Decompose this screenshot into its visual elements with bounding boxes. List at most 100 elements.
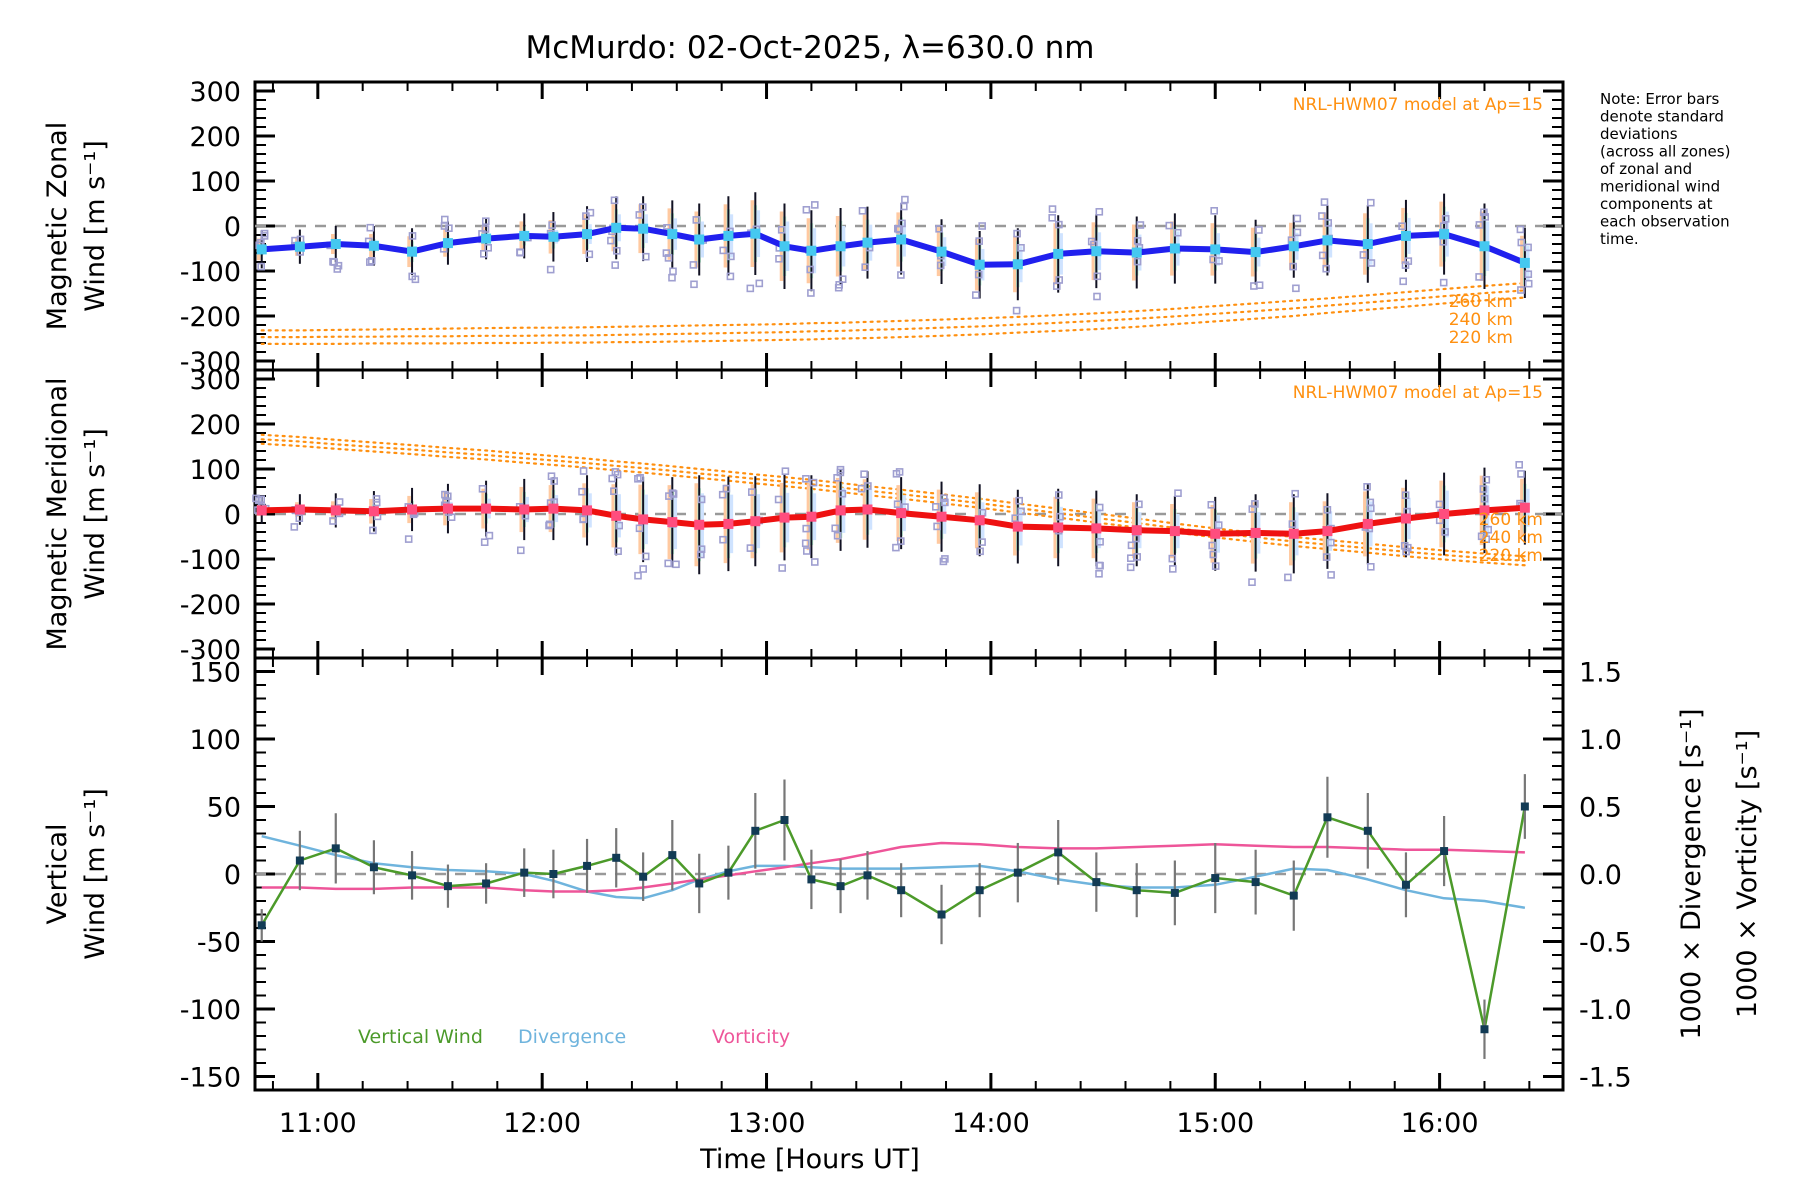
- scatter-point: [976, 547, 984, 556]
- data-marker: [442, 503, 453, 514]
- scatter-point: [1165, 221, 1174, 230]
- hwm07-model-curve: [260, 296, 1526, 345]
- scatter-point: [365, 258, 374, 266]
- scatter-point: [260, 229, 269, 238]
- data-marker: [548, 503, 559, 514]
- data-marker: [1091, 523, 1102, 534]
- scatter-point: [547, 472, 556, 481]
- data-marker: [836, 882, 845, 891]
- data-marker: [1092, 878, 1101, 887]
- scatter-point: [1015, 496, 1024, 505]
- scatter-point: [719, 535, 727, 544]
- data-marker: [1288, 528, 1299, 539]
- scatter-point: [1322, 264, 1330, 273]
- right-y-tick-label: -0.5: [1579, 928, 1632, 959]
- scatter-point: [1516, 225, 1525, 234]
- scatter-point: [777, 226, 786, 234]
- data-marker: [1169, 526, 1180, 537]
- scatter-point: [1327, 538, 1335, 547]
- scatter-point: [1524, 270, 1533, 279]
- data-marker: [407, 504, 418, 515]
- data-marker: [1519, 257, 1530, 268]
- scatter-point: [935, 225, 943, 233]
- scatter-point: [1367, 198, 1375, 207]
- x-tick-label: 12:00: [503, 1108, 581, 1139]
- scatter-point: [295, 514, 304, 523]
- scatter-point: [1367, 259, 1376, 267]
- scatter-point: [1013, 229, 1021, 238]
- data-marker: [520, 868, 529, 877]
- scatter-point: [516, 546, 525, 555]
- x-tick-label: 11:00: [279, 1108, 357, 1139]
- data-marker: [667, 517, 678, 528]
- data-marker: [936, 511, 947, 522]
- note-line: time.: [1600, 230, 1639, 248]
- data-marker: [862, 504, 873, 515]
- data-marker: [1401, 880, 1410, 889]
- scatter-point: [607, 236, 615, 245]
- data-marker: [667, 229, 678, 240]
- scatter-point: [1398, 222, 1406, 230]
- scatter-point: [408, 232, 417, 240]
- scatter-point: [404, 535, 413, 543]
- x-tick-label: 15:00: [1176, 1108, 1254, 1139]
- scatter-point: [975, 237, 984, 245]
- scatter-point: [615, 521, 624, 530]
- scatter-point: [334, 261, 343, 270]
- scatter-point: [1480, 208, 1488, 217]
- scatter-point: [692, 216, 701, 224]
- altitude-label: 220 km: [1449, 328, 1513, 348]
- x-tick-label: 14:00: [952, 1108, 1030, 1139]
- scatter-point: [585, 250, 594, 259]
- vertical-wind-curve: [260, 806, 1527, 1031]
- data-marker: [724, 868, 733, 877]
- data-marker: [548, 231, 559, 242]
- scatter-point: [1439, 278, 1448, 287]
- y-axis-title-line1: Magnetic Zonal: [42, 122, 73, 330]
- panel-magnetic-zonal-wind: 300 200 100 0 -100 -200 -300 Magnetic Zonal Wind…: [42, 77, 1565, 378]
- scatter-point: [1136, 221, 1145, 229]
- data-marker: [1251, 878, 1260, 887]
- data-marker: [294, 241, 305, 252]
- scatter-point: [802, 474, 810, 483]
- hwm07-model-curve: [260, 289, 1526, 339]
- scatter-point: [727, 252, 735, 261]
- scatter-point: [857, 484, 866, 493]
- scatter-point: [1318, 251, 1327, 260]
- data-marker: [807, 875, 816, 884]
- scatter-point: [936, 261, 945, 270]
- right-y-tick-label: 0.0: [1579, 860, 1622, 891]
- y-tick-label: -300: [180, 635, 241, 666]
- note-line: (across all zones): [1600, 143, 1730, 161]
- scatter-point: [479, 250, 488, 258]
- y-tick-label: 150: [189, 658, 241, 689]
- y-axis-title-line2: Wind [m s⁻¹]: [80, 428, 111, 600]
- data-marker: [780, 816, 789, 824]
- y-tick-label: -200: [180, 302, 241, 333]
- scatter-point: [899, 202, 908, 211]
- data-marker: [330, 239, 341, 249]
- scatter-point: [1404, 257, 1413, 265]
- scatter-point: [778, 564, 787, 572]
- note-line: meridional wind: [1600, 178, 1720, 196]
- scatter-point: [1055, 491, 1063, 499]
- scatter-point: [1126, 563, 1135, 572]
- scatter-point: [516, 248, 525, 257]
- scatter-point: [895, 468, 904, 476]
- data-marker: [1132, 886, 1141, 895]
- data-marker: [443, 882, 452, 891]
- right-y-tick-label: 1.0: [1579, 725, 1622, 756]
- scatter-point: [755, 279, 764, 288]
- scatter-point: [664, 559, 673, 568]
- note-line: of zonal and: [1600, 160, 1692, 178]
- scatter-point: [1327, 571, 1335, 579]
- x-tick-label: 13:00: [728, 1108, 806, 1139]
- scatter-point: [1475, 221, 1484, 229]
- scatter-point: [1207, 500, 1216, 509]
- data-marker: [1400, 513, 1411, 524]
- data-marker: [1479, 505, 1490, 516]
- data-marker: [1440, 847, 1449, 856]
- data-marker: [694, 519, 705, 530]
